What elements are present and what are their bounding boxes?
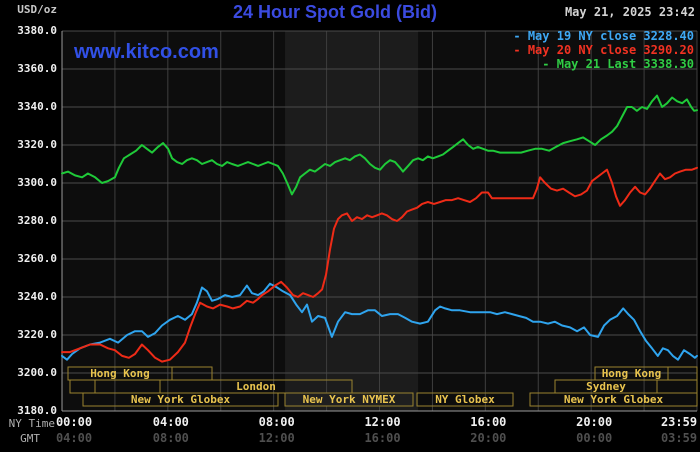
x-tick-ny-time: 04:00 xyxy=(152,415,189,429)
x-tick-gmt: 08:00 xyxy=(152,431,189,445)
session-box xyxy=(82,392,279,407)
session-box xyxy=(529,392,698,407)
session-box xyxy=(284,392,414,407)
y-tick-label: 3320.0 xyxy=(17,138,57,151)
y-tick-label: 3220.0 xyxy=(17,328,57,341)
session-label: New York Globex xyxy=(131,393,231,406)
x-tick-gmt: 04:00 xyxy=(55,431,93,445)
session-label: Sydney xyxy=(586,380,626,393)
session-label: Hong Kong xyxy=(90,367,150,380)
y-tick-label: 3300.0 xyxy=(17,176,57,189)
legend-entry: - May 19 NY close 3228.40 xyxy=(513,29,694,43)
kitco-watermark-link[interactable]: www.kitco.com xyxy=(74,41,219,63)
session-label: London xyxy=(236,380,276,393)
x-tick-ny-time: 12:00 xyxy=(364,415,401,429)
y-tick-label: 3340.0 xyxy=(17,100,57,113)
legend-entry: - May 20 NY close 3290.20 xyxy=(513,43,694,57)
y-tick-label: 3360.0 xyxy=(17,62,57,75)
x-tick-gmt: 12:00 xyxy=(258,431,295,445)
session-label: Hong Kong xyxy=(602,367,662,380)
y-tick-label: 3200.0 xyxy=(17,366,57,379)
y-tick-label: 3280.0 xyxy=(17,214,57,227)
series-line-2 xyxy=(61,94,698,196)
x-tick-ny-time: 08:00 xyxy=(258,415,295,429)
x-tick-gmt: 20:00 xyxy=(470,431,507,445)
chart-timestamp: May 21, 2025 23:42 xyxy=(564,5,695,19)
x-tick-ny-time: 00:00 xyxy=(55,415,93,429)
x-tick-ny-time: 23:59 xyxy=(660,415,698,429)
session-label: NY Globex xyxy=(435,393,495,406)
x-tick-ny-time: 20:00 xyxy=(576,415,613,429)
page-title: 24 Hour Spot Gold (Bid) xyxy=(233,2,437,22)
ny-time-axis-label: NY Time xyxy=(8,417,55,430)
x-tick-gmt: 03:59 xyxy=(660,431,698,445)
session-label: New York Globex xyxy=(564,393,664,406)
session-box xyxy=(416,392,514,407)
series-line-0 xyxy=(61,282,698,361)
series-line-1 xyxy=(61,166,698,363)
x-tick-gmt: 00:00 xyxy=(576,431,613,445)
y-tick-label: 3180.0 xyxy=(17,404,57,417)
x-tick-ny-time: 16:00 xyxy=(470,415,507,429)
y-tick-label: 3240.0 xyxy=(17,290,57,303)
x-tick-gmt: 16:00 xyxy=(364,431,401,445)
gmt-axis-label: GMT xyxy=(20,432,40,445)
session-label: New York NYMEX xyxy=(303,393,396,406)
legend: - May 19 NY close 3228.40- May 20 NY clo… xyxy=(513,29,694,71)
legend-entry: - May 21 Last 3338.30 xyxy=(542,57,694,71)
y-tick-label: 3260.0 xyxy=(17,252,57,265)
y-axis-units-label: USD/oz xyxy=(17,3,57,16)
y-tick-label: 3380.0 xyxy=(17,24,57,37)
